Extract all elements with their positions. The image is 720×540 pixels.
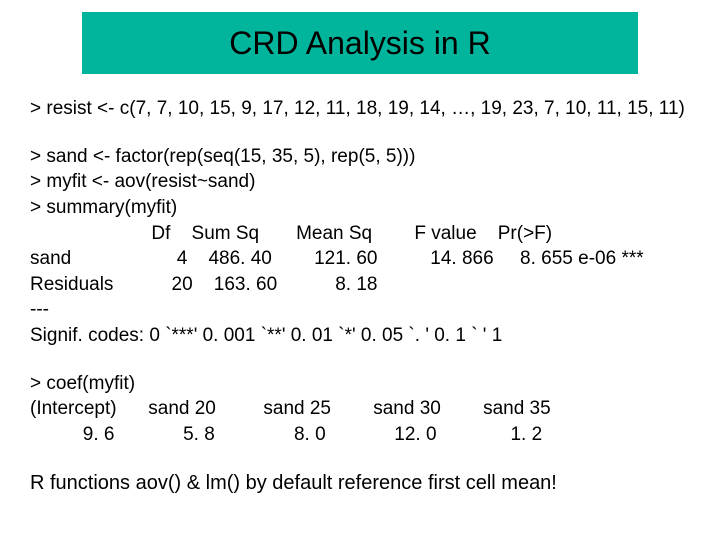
coef-block: > coef(myfit) (Intercept) sand 20 sand 2… xyxy=(30,371,700,448)
signif-codes: Signif. codes: 0 `***' 0. 001 `**' 0. 01… xyxy=(30,323,700,349)
anova-header: Df Sum Sq Mean Sq F value Pr(>F) xyxy=(30,221,700,247)
anova-block: > sand <- factor(rep(seq(15, 35, 5), rep… xyxy=(30,144,700,349)
anova-row-residuals: Residuals 20 163. 60 8. 18 xyxy=(30,272,700,298)
anova-row-sand: sand 4 486. 40 121. 60 14. 866 8. 655 e-… xyxy=(30,246,700,272)
coef-cmd: > coef(myfit) xyxy=(30,371,700,397)
anova-separator: --- xyxy=(30,297,700,323)
resist-assignment: > resist <- c(7, 7, 10, 15, 9, 17, 12, 1… xyxy=(30,96,700,122)
summary-line: > summary(myfit) xyxy=(30,195,700,221)
slide-title: CRD Analysis in R xyxy=(229,25,490,62)
coef-labels: (Intercept) sand 20 sand 25 sand 30 sand… xyxy=(30,396,700,422)
aov-line: > myfit <- aov(resist~sand) xyxy=(30,169,700,195)
footer-note: R functions aov() & lm() by default refe… xyxy=(30,470,700,497)
title-bar: CRD Analysis in R xyxy=(82,12,638,74)
sand-factor-line: > sand <- factor(rep(seq(15, 35, 5), rep… xyxy=(30,144,700,170)
coef-values: 9. 6 5. 8 8. 0 12. 0 1. 2 xyxy=(30,422,700,448)
slide-body: > resist <- c(7, 7, 10, 15, 9, 17, 12, 1… xyxy=(30,96,700,497)
